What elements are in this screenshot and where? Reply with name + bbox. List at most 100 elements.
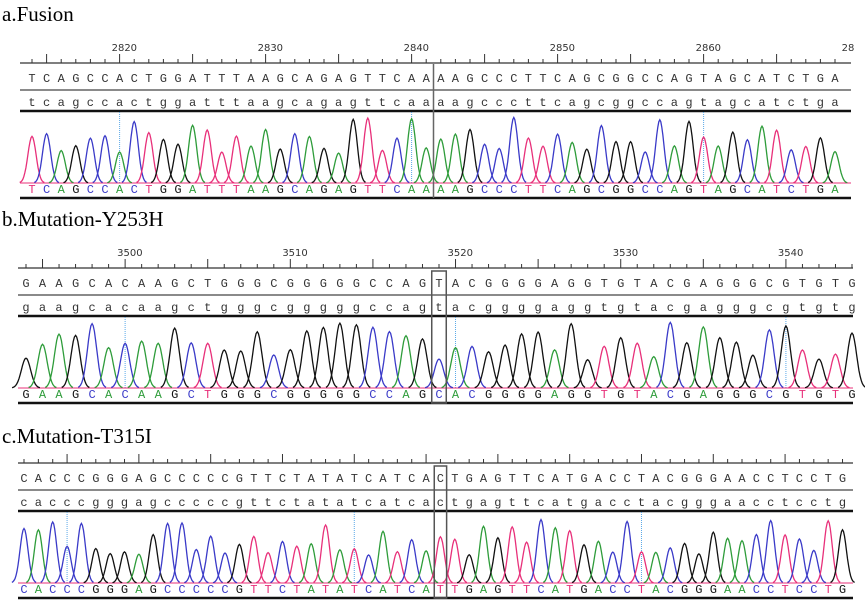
- trace-peak-G: [676, 120, 702, 183]
- trace-peak-A: [639, 355, 668, 389]
- trace-peak-C: [384, 136, 410, 184]
- trace-peak-C: [375, 330, 404, 388]
- trace-peak-G: [140, 533, 166, 584]
- panel-b-title: b.Mutation-Y253H: [2, 207, 164, 231]
- trace-peak-A: [391, 334, 421, 388]
- ruler-position-label: 3530: [613, 248, 638, 259]
- trace-peak-C: [472, 143, 498, 184]
- panel-a-title: a.Fusion: [2, 2, 74, 26]
- trace-peak-T: [788, 349, 817, 389]
- trace-peak-G: [457, 128, 483, 183]
- trace-peak-C: [501, 115, 527, 183]
- trace-peak-T: [629, 551, 654, 584]
- trace-peak-G: [83, 547, 109, 584]
- trace-peak-T: [284, 545, 310, 584]
- reference-sequence: CACCCGGGAGCCCCCGTTCTATATCATCACTGAGTTCATG…: [20, 472, 846, 486]
- trace-peak-C: [787, 537, 812, 584]
- trace-peak-C: [92, 134, 118, 184]
- trace-peak-C: [121, 120, 147, 183]
- trace-peak-T: [772, 533, 798, 584]
- trace-peak-C: [600, 551, 626, 584]
- trace-peak-C: [758, 519, 784, 583]
- trace-peak-C: [734, 138, 760, 184]
- trace-peak-C: [778, 148, 804, 184]
- trace-peak-C: [801, 549, 827, 584]
- trace-peak-A: [428, 138, 454, 184]
- trace-peak-A: [296, 135, 323, 184]
- trace-peak-A: [729, 539, 755, 584]
- trace-peak-G: [342, 323, 371, 388]
- trace-peak-A: [126, 553, 152, 584]
- trace-peak-A: [661, 144, 687, 184]
- ruler-position-label: 28: [842, 43, 855, 54]
- trace-peak-T: [691, 135, 717, 184]
- trace-peak-T: [19, 135, 45, 184]
- panel-b-chromatogram: 3500 3510 3520 3530 3540 GAAGCACAAGCTGGGCGGGG…: [11, 248, 865, 405]
- trace-peak-T: [223, 134, 250, 184]
- trace-peak-C: [198, 535, 224, 584]
- trace-peak-T: [590, 345, 619, 389]
- trace-peak-C: [743, 533, 769, 584]
- trace-peak-G: [722, 341, 751, 389]
- trace-peak-G: [606, 336, 635, 388]
- trace-peak-T: [499, 525, 525, 583]
- trace-peak-C: [77, 137, 103, 184]
- trace-peak-C: [358, 326, 388, 388]
- trace-peak-G: [523, 330, 553, 388]
- trace-peak-A: [252, 128, 279, 183]
- trace-peak-T: [428, 535, 453, 584]
- trace-peak-G: [150, 138, 176, 184]
- trace-peak-G: [227, 543, 252, 584]
- trace-peak-G: [571, 543, 597, 584]
- trace-peak-G: [243, 330, 272, 388]
- trace-peak-C: [632, 151, 658, 184]
- trace-peak-G: [11, 357, 41, 389]
- trace-peak-G: [267, 148, 293, 184]
- trace-peak-T: [514, 541, 539, 584]
- trace-peak-G: [618, 140, 644, 184]
- trace-peak-G: [112, 551, 137, 584]
- mutation-highlight-box: [433, 465, 448, 599]
- trace-peak-C: [486, 147, 512, 184]
- trace-peak-G: [672, 341, 701, 389]
- trace-peak-T: [557, 529, 583, 583]
- trace-peak-C: [399, 538, 425, 584]
- trace-peak-G: [165, 143, 191, 184]
- trace-peak-G: [340, 117, 366, 183]
- reference-sequence: GAAGCACAAGCTGGGCGGGGGCCAGTACGGGGAGGTGTAC…: [22, 277, 855, 291]
- trace-peak-G: [686, 553, 712, 584]
- trace-peak-A: [107, 151, 133, 184]
- ruler-position-label: 3510: [282, 248, 307, 259]
- trace-peak-A: [749, 124, 775, 183]
- trace-peak-A: [442, 132, 469, 184]
- trace-peak-T: [821, 353, 850, 389]
- trace-peak-A: [822, 150, 848, 184]
- mutation-highlight-box: [430, 270, 448, 404]
- trace-peak-C: [528, 518, 554, 583]
- trace-peak-C: [184, 548, 209, 584]
- trace-peak-T: [209, 151, 235, 184]
- ruler-position-label: 2820: [112, 43, 137, 54]
- trace-peak-T: [385, 550, 410, 584]
- trace-peak-A: [179, 123, 206, 183]
- trace-peak-A: [705, 144, 731, 184]
- ruler-position-label: 2840: [404, 43, 429, 54]
- trace-peak-G: [837, 331, 865, 388]
- trace-peak-G: [292, 329, 322, 388]
- trace-peak-T: [815, 519, 841, 583]
- trace-peak-C: [54, 545, 80, 584]
- trace-peak-C: [424, 358, 454, 389]
- trace-peak-A: [238, 145, 264, 184]
- trace-peak-A: [689, 325, 718, 388]
- trace-peak-A: [44, 332, 74, 388]
- trace-peak-C: [270, 540, 295, 584]
- trace-peak-C: [11, 527, 37, 583]
- trace-peak-T: [763, 128, 790, 183]
- ruler-position-label: 2860: [696, 43, 721, 54]
- trace-peak-G: [226, 350, 255, 389]
- trace-peak-T: [515, 137, 541, 184]
- trace-peak-G: [700, 531, 726, 583]
